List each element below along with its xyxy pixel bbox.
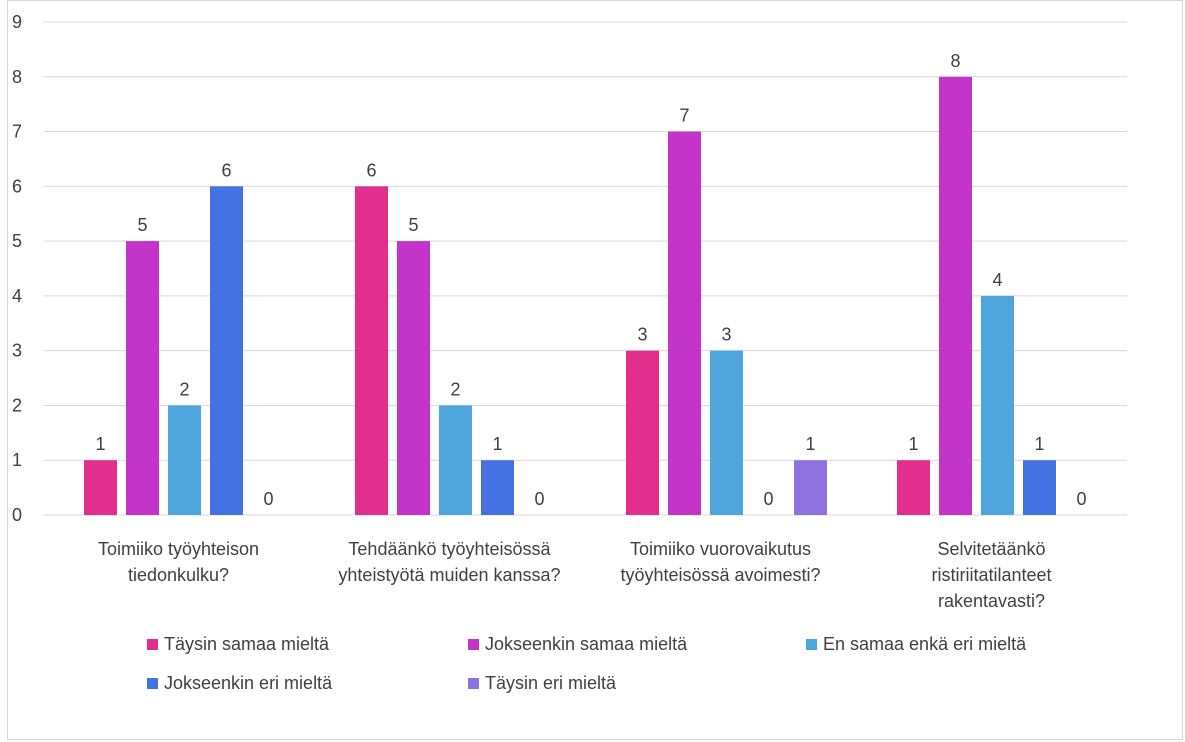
bar [355,186,388,516]
x-category-label: rakentavasti? [938,591,1045,611]
data-label: 1 [492,434,502,454]
data-label: 1 [908,434,918,454]
data-label: 7 [679,106,689,126]
bar [1023,460,1056,515]
y-tick-label: 7 [12,122,22,142]
bar [939,76,972,516]
y-tick-label: 9 [12,12,22,32]
data-label: 3 [637,325,647,345]
y-tick-label: 1 [12,450,22,470]
bar [210,186,243,516]
bar [897,460,930,515]
y-tick-label: 8 [12,67,22,87]
data-label: 3 [721,325,731,345]
x-category-label: Selvitetäänkö [937,539,1045,559]
y-tick-label: 2 [12,395,22,415]
x-category-label: ristiriitatilanteet [931,565,1051,585]
bar [626,350,659,515]
bar [794,460,827,515]
y-tick-label: 3 [12,341,22,361]
y-tick-label: 0 [12,505,22,525]
data-label: 0 [763,489,773,509]
data-label: 2 [179,379,189,399]
data-label: 2 [450,379,460,399]
x-category-label: Tehdäänkö työyhteisössä [348,539,551,559]
x-category-label: Toimiiko työyhteison [98,539,259,559]
data-label: 1 [805,434,815,454]
data-label: 0 [1076,489,1086,509]
data-label: 4 [992,270,1002,290]
bar [481,460,514,515]
bar [168,405,201,515]
x-category-label: Toimiiko vuorovaikutus [630,539,811,559]
bar [84,460,117,515]
data-label: 6 [366,160,376,180]
data-label: 1 [95,434,105,454]
data-label: 5 [137,215,147,235]
bar [126,241,159,515]
bar [668,131,701,516]
y-tick-label: 4 [12,286,22,306]
bar [439,405,472,515]
bar [710,350,743,515]
data-label: 0 [534,489,544,509]
x-category-label: yhteistyötä muiden kanssa? [338,565,560,585]
y-tick-label: 5 [12,231,22,251]
data-label: 8 [950,51,960,71]
x-category-label: työyhteisössä avoimesti? [620,565,820,585]
data-label: 6 [221,160,231,180]
data-label: 5 [408,215,418,235]
y-tick-label: 6 [12,176,22,196]
bar [397,241,430,515]
data-label: 1 [1034,434,1044,454]
bar [981,295,1014,515]
x-category-label: tiedonkulku? [128,565,229,585]
data-label: 0 [263,489,273,509]
